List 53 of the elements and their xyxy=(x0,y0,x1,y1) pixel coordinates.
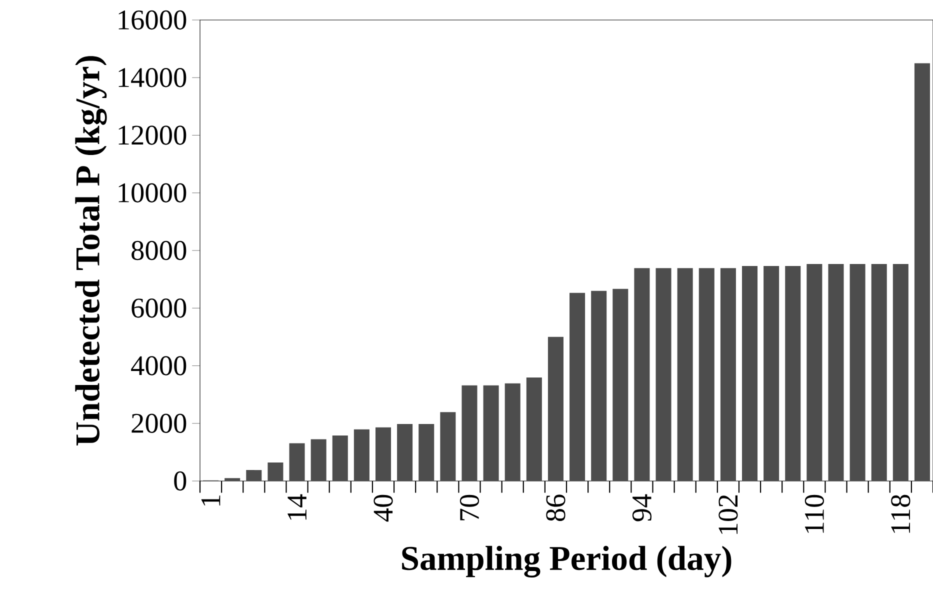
bar xyxy=(656,268,672,481)
bar xyxy=(397,424,413,481)
bar xyxy=(634,268,650,481)
y-tick-label: 8000 xyxy=(132,240,186,260)
bar xyxy=(591,290,607,481)
y-tick-label: 2000 xyxy=(132,414,186,433)
x-tick-label: 118 xyxy=(891,494,910,533)
bar xyxy=(570,292,586,481)
y-tick-label: 14000 xyxy=(118,68,186,88)
bar xyxy=(698,268,714,481)
bar xyxy=(268,462,284,481)
bar xyxy=(440,412,456,481)
bar xyxy=(871,264,887,481)
y-tick-label: 12000 xyxy=(118,126,186,145)
x-tick-label: 40 xyxy=(374,494,393,522)
y-tick-label: 6000 xyxy=(132,298,186,318)
bar xyxy=(310,439,326,481)
bar xyxy=(677,268,693,481)
y-tick-label: 0 xyxy=(174,471,186,491)
bar xyxy=(289,443,305,481)
bar xyxy=(720,268,736,481)
bar xyxy=(612,288,628,481)
bar xyxy=(332,435,348,481)
x-tick-label: 102 xyxy=(718,495,738,534)
bar xyxy=(764,266,780,481)
bar xyxy=(526,378,542,481)
x-tick-label: 70 xyxy=(460,494,480,520)
y-tick-label: 16000 xyxy=(118,10,186,30)
bar xyxy=(548,336,564,481)
bar xyxy=(224,478,240,481)
bar xyxy=(375,427,392,481)
bar xyxy=(828,264,844,481)
bar xyxy=(418,424,434,481)
y-tick-label: 10000 xyxy=(118,183,186,202)
bar xyxy=(504,383,520,481)
bar xyxy=(892,264,908,481)
bar xyxy=(354,429,370,481)
bar xyxy=(850,264,866,481)
y-tick-label: 4000 xyxy=(131,356,186,376)
x-tick-label: 14 xyxy=(288,494,306,520)
x-tick-label: 94 xyxy=(632,494,652,522)
bar xyxy=(806,264,822,481)
bar xyxy=(785,266,801,481)
bar xyxy=(462,385,478,481)
bar xyxy=(914,63,930,481)
bar xyxy=(742,266,758,481)
bar xyxy=(246,470,262,481)
y-axis-title: Undetected Total P (kg/yr) xyxy=(75,56,107,446)
x-tick-label: 110 xyxy=(804,494,824,533)
x-tick-label: 86 xyxy=(546,494,566,522)
x-axis-title: Sampling Period (day) xyxy=(402,546,732,578)
x-tick-label: 1 xyxy=(201,495,220,506)
bar xyxy=(483,385,499,481)
